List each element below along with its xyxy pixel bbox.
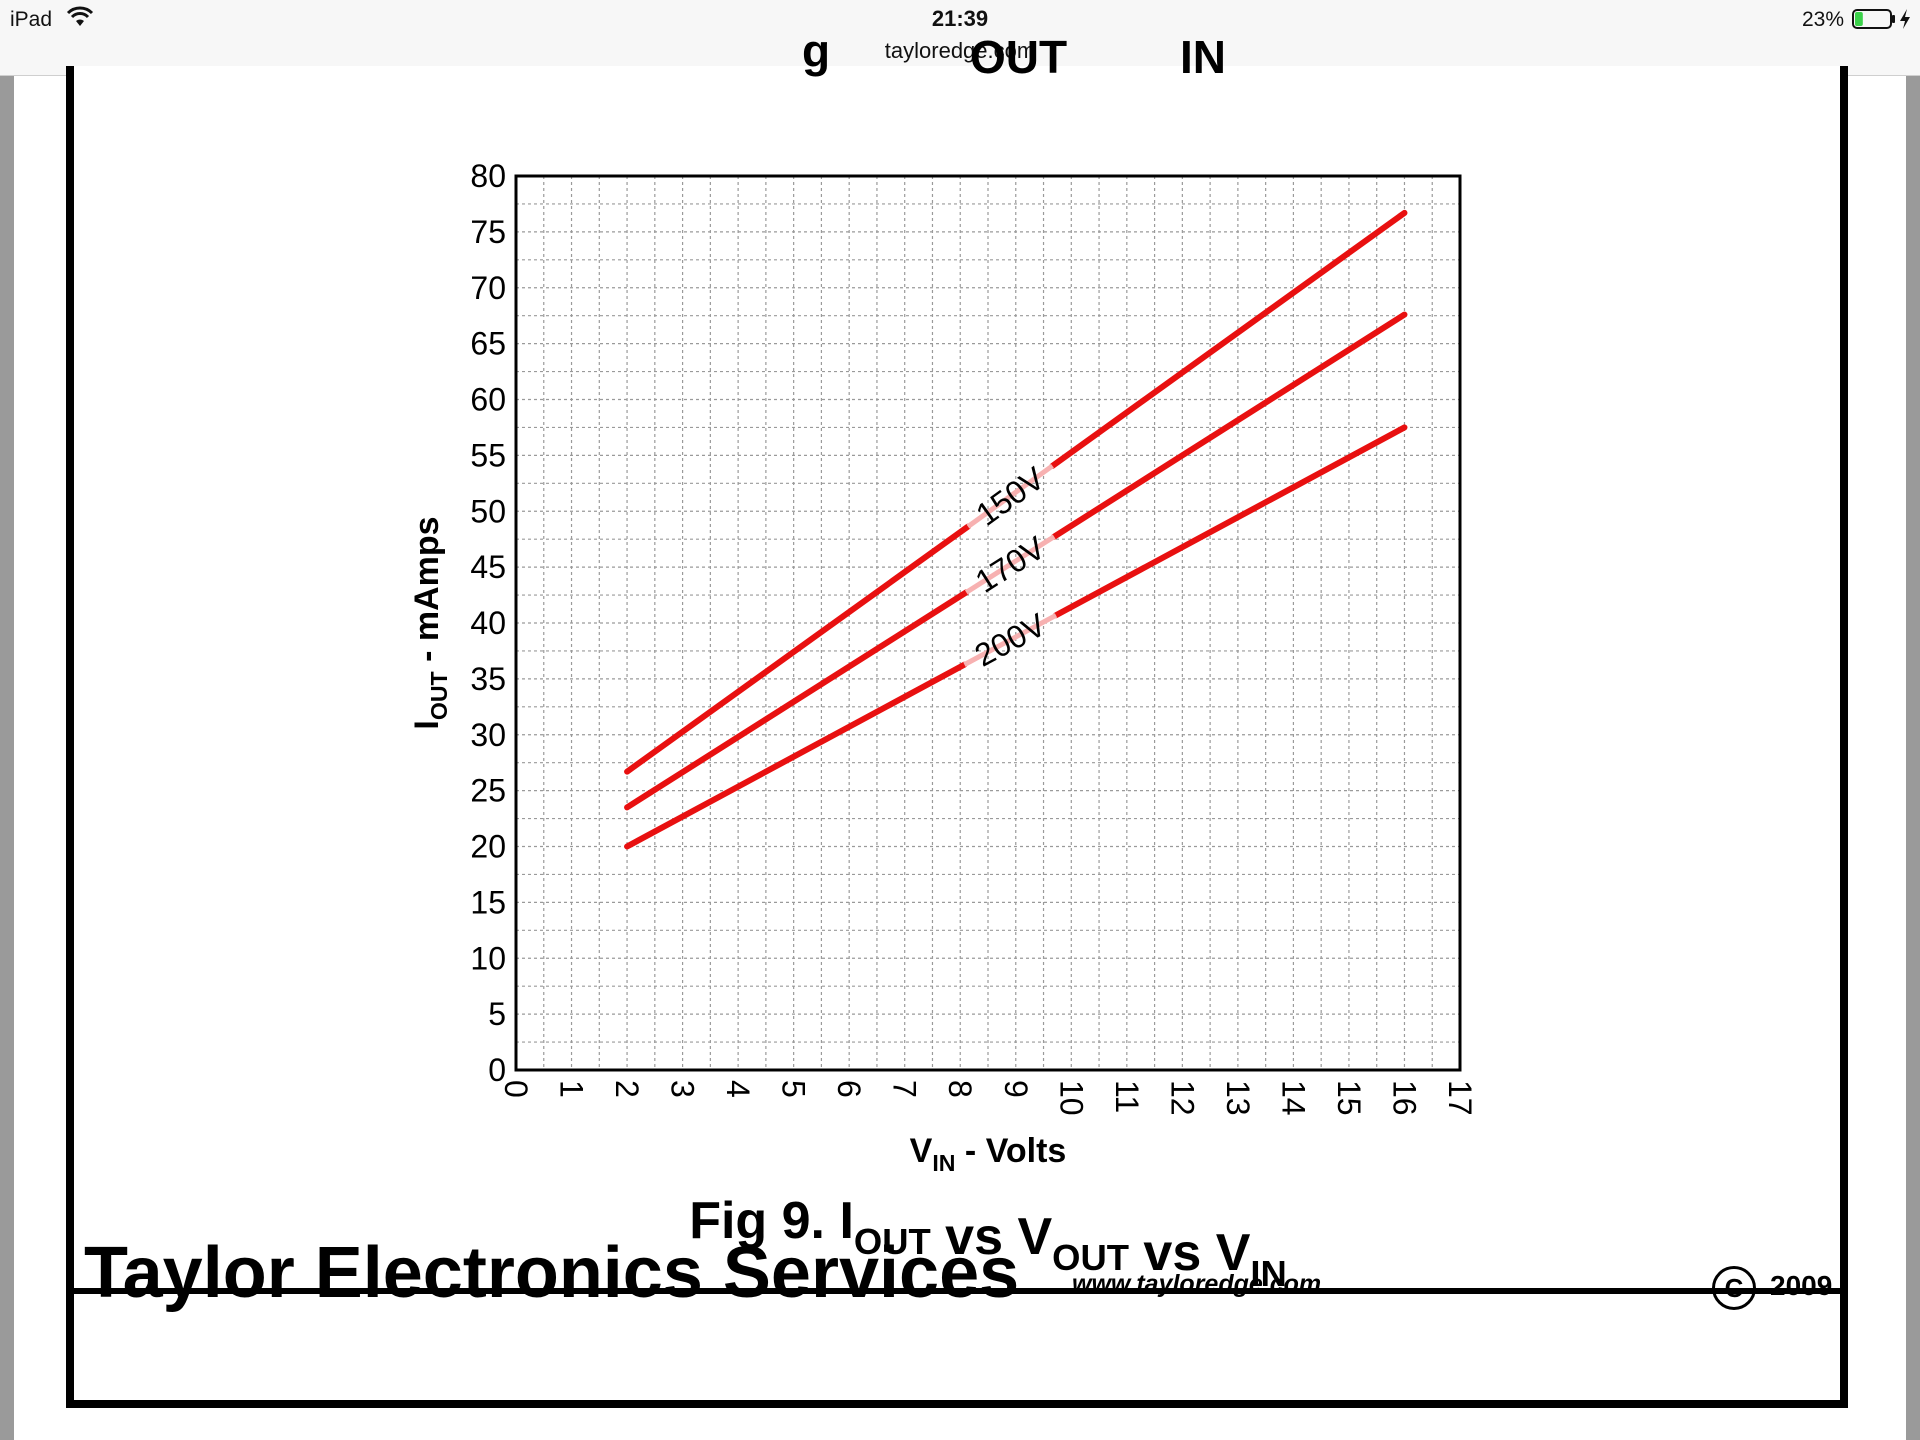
series-line (624, 589, 970, 811)
footer-divider (66, 1288, 1848, 1294)
x-tick-label: 13 (1220, 1080, 1256, 1116)
x-tick-label: 1 (554, 1080, 590, 1098)
x-tick-label: 17 (1442, 1080, 1478, 1116)
y-tick-label: 60 (470, 382, 506, 418)
footer-bottom-rule (66, 1400, 1848, 1408)
y-tick-label: 70 (470, 270, 506, 306)
series-line (1052, 424, 1408, 619)
x-tick-label: 3 (665, 1080, 701, 1098)
series-line (1049, 209, 1408, 469)
series-label: 150V (969, 459, 1051, 532)
address-url[interactable]: tayloredge.com (884, 38, 1036, 63)
y-tick-label: 65 (470, 326, 506, 362)
y-tick-label: 20 (470, 829, 506, 865)
x-tick-label: 11 (1109, 1080, 1145, 1113)
device-name: iPad (10, 8, 53, 31)
page-edge-left (0, 76, 14, 1440)
series-line-faint (964, 534, 1056, 595)
x-tick-label: 10 (1053, 1080, 1089, 1116)
copyright-year: 2009 (1770, 1270, 1833, 1301)
y-tick-label: 0 (488, 1052, 506, 1088)
cut-heading-part1: g (802, 36, 831, 77)
page-edge-right (1906, 76, 1920, 1440)
x-tick-label: 6 (831, 1080, 867, 1098)
cut-off-heading: g OUT IN (700, 36, 1300, 86)
chart-grid (515, 175, 1461, 1071)
cut-heading-part2: OUT (970, 36, 1068, 83)
x-tick-label: 2 (609, 1080, 645, 1098)
x-tick-label: 16 (1386, 1080, 1422, 1116)
wifi-icon (66, 6, 94, 26)
copyright-icon: C (1712, 1266, 1756, 1310)
y-tick-label: 10 (470, 940, 506, 976)
y-tick-label: 40 (470, 605, 506, 641)
x-tick-label: 8 (942, 1080, 978, 1098)
x-tick-label: 14 (1275, 1080, 1311, 1116)
series-label: 200V (969, 606, 1052, 673)
y-tick-label: 55 (470, 437, 506, 473)
figure-caption: Fig 9. IOUT vs VOUT vs VIN (689, 1192, 1287, 1294)
x-tick-label: 5 (776, 1080, 812, 1098)
series-line (624, 523, 971, 775)
x-axis-title: VIN - Volts (910, 1132, 1067, 1176)
series-line-faint (963, 613, 1058, 667)
x-tick-label: 9 (998, 1080, 1034, 1098)
x-tick-label: 12 (1164, 1080, 1200, 1116)
series-line (1051, 311, 1408, 540)
y-tick-label: 25 (470, 773, 506, 809)
company-website[interactable]: www.tayloredge.com (1072, 1270, 1322, 1298)
x-tick-label: 15 (1331, 1080, 1367, 1116)
y-tick-label: 80 (470, 158, 506, 194)
y-tick-label: 30 (470, 717, 506, 753)
x-tick-label: 4 (720, 1080, 756, 1098)
ios-status-bar: iPad 21:39 tayloredge.com 23% (0, 0, 1920, 76)
y-tick-label: 5 (488, 996, 506, 1032)
bolt-icon (1900, 9, 1910, 29)
x-tick-label: 7 (887, 1080, 923, 1098)
y-tick-label: 15 (470, 884, 506, 920)
cut-heading-part3: IN (1180, 36, 1226, 83)
battery-percent: 23% (1801, 8, 1844, 31)
chart-series (624, 209, 1408, 850)
y-tick-label: 50 (470, 493, 506, 529)
company-name: Taylor Electronics Services (84, 1233, 1020, 1313)
plot-frame (514, 174, 1462, 1072)
series-line-faint (966, 463, 1054, 529)
clock-time: 21:39 (931, 6, 989, 31)
y-tick-label: 75 (470, 214, 506, 250)
battery-icon (1852, 9, 1895, 29)
y-tick-label: 35 (470, 661, 506, 697)
y-tick-label: 45 (470, 549, 506, 585)
x-tick-label: 0 (498, 1080, 534, 1098)
y-axis-title: IOUT - mAmps (408, 516, 452, 729)
series-line (624, 661, 968, 850)
